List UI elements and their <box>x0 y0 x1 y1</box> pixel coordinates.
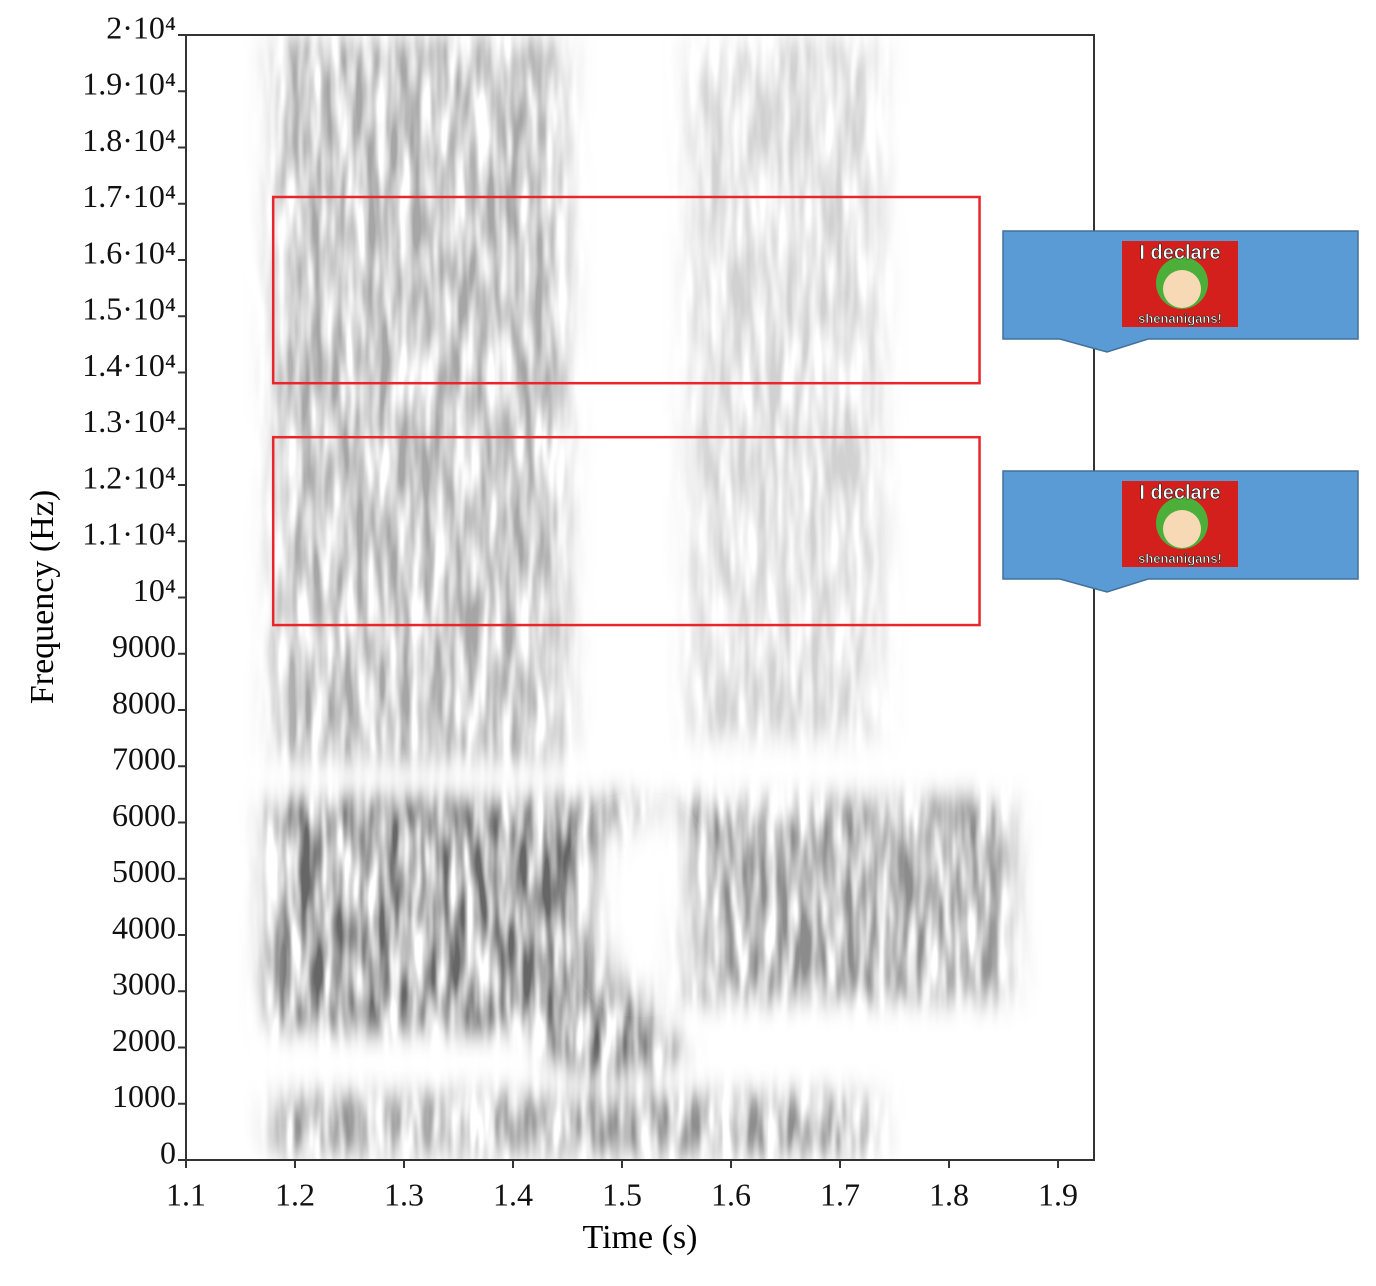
x-tick-label: 1.5 <box>602 1176 642 1212</box>
y-tick-label: 2000 <box>112 1022 176 1058</box>
y-tick-label: 7000 <box>112 741 176 777</box>
y-axis-label: Frequency (Hz) <box>24 490 61 704</box>
y-tick-label: 1.1·10⁴ <box>82 516 176 552</box>
highlight-box <box>271 195 981 385</box>
y-tick-label: 1.6·10⁴ <box>82 234 176 270</box>
y-tick-label: 10⁴ <box>133 572 176 608</box>
y-tick-label: 1000 <box>112 1078 176 1114</box>
y-tick-label: 1.3·10⁴ <box>82 403 176 439</box>
x-tick-label: 1.9 <box>1038 1176 1078 1212</box>
y-tick-label: 1.8·10⁴ <box>82 122 176 158</box>
y-tick-label: 1.4·10⁴ <box>82 347 176 383</box>
meme-face <box>1163 270 1201 308</box>
y-tick-label: 1.5·10⁴ <box>82 291 176 327</box>
texture <box>186 35 1094 1160</box>
y-tick-label: 2·10⁴ <box>106 9 176 45</box>
y-tick-label: 0 <box>160 1134 176 1170</box>
x-tick-label: 1.8 <box>929 1176 969 1212</box>
y-tick-label: 3000 <box>112 966 176 1002</box>
y-tick-label: 6000 <box>112 797 176 833</box>
x-tick-label: 1.4 <box>493 1176 533 1212</box>
meme-text: I declare <box>1139 242 1220 264</box>
y-tick-label: 9000 <box>112 628 176 664</box>
y-tick-label: 1.9·10⁴ <box>82 66 176 102</box>
meme-face <box>1163 510 1201 548</box>
x-axis-label: Time (s) <box>583 1219 698 1256</box>
meme-text: I declare <box>1139 482 1220 504</box>
y-tick-label: 1.7·10⁴ <box>82 178 176 214</box>
meme-text: shenanigans! <box>1138 311 1222 326</box>
y-tick-label: 8000 <box>112 684 176 720</box>
y-tick-label: 4000 <box>112 909 176 945</box>
y-tick-label: 1.2·10⁴ <box>82 459 176 495</box>
highlight-box <box>271 435 981 627</box>
x-tick-label: 1.3 <box>384 1176 424 1212</box>
spectrogram <box>186 35 1094 1160</box>
x-tick-label: 1.7 <box>820 1176 860 1212</box>
x-tick-label: 1.1 <box>166 1176 206 1212</box>
meme-image: I declare shenanigans! <box>1122 241 1238 327</box>
y-tick-label: 5000 <box>112 853 176 889</box>
meme-image: I declare shenanigans! <box>1122 481 1238 567</box>
x-tick-label: 1.6 <box>711 1176 751 1212</box>
x-tick-label: 1.2 <box>275 1176 315 1212</box>
meme-text: shenanigans! <box>1138 551 1222 566</box>
